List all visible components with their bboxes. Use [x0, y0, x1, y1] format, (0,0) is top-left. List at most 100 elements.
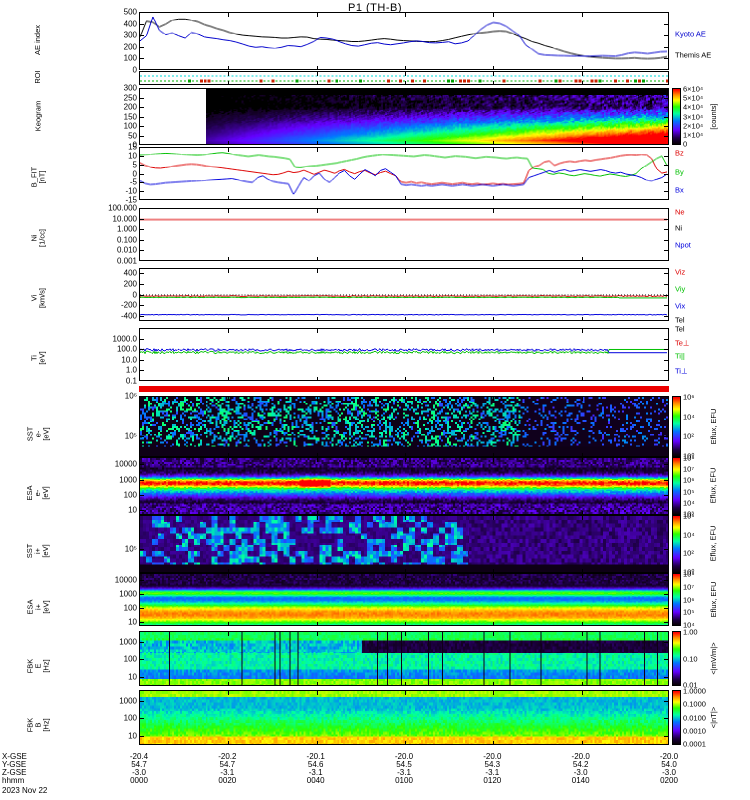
x-tick-mark [317, 269, 318, 273]
x-tick-mark [493, 397, 494, 401]
x-tick-mark [582, 377, 583, 380]
colorbar-gradient [673, 516, 680, 572]
series-label-tel: Tel [675, 324, 685, 334]
y-tick-mark [139, 260, 144, 261]
x-tick-mark [493, 257, 494, 260]
x-axis-value: -3.1 [397, 768, 411, 777]
y-tick-mark [664, 659, 669, 661]
panel-ni [139, 208, 669, 261]
series-label-viy: Viy [675, 284, 686, 294]
series-label-tel: Tel [675, 315, 685, 325]
y-tick-mark [139, 436, 144, 438]
colorbar-tick-label: 10⁶ [683, 511, 695, 521]
y-tick-mark [139, 380, 144, 381]
y-tick-mark [139, 239, 144, 241]
x-tick-mark [317, 511, 318, 514]
x-tick-mark [317, 329, 318, 333]
x-tick-mark [317, 148, 318, 152]
y-tick-label: 200 [123, 102, 137, 112]
plot-canvas-b-fit [140, 148, 668, 199]
x-axis-row-label-hhmm: hhmm [2, 776, 25, 785]
colorbar-tick-label: 0.0010 [683, 726, 706, 736]
y-tick-label: 1000 [119, 637, 137, 647]
y-tick-mark [664, 97, 669, 99]
y-tick-mark [139, 294, 144, 296]
colorbar-tick-label: 1.00 [683, 627, 698, 637]
x-tick-mark [228, 458, 229, 462]
x-tick-mark [405, 632, 406, 636]
plot-canvas-fbk-e [140, 632, 668, 685]
x-axis-value: 54.2 [572, 760, 589, 769]
y-tick-label: 0 [132, 169, 137, 178]
x-tick-mark [317, 257, 318, 260]
y-tick-label: 0 [132, 65, 137, 75]
x-tick-mark [493, 622, 494, 625]
y-tick-mark [139, 164, 144, 166]
x-tick-mark [405, 377, 406, 380]
x-axis-row-label-x-gse: X-GSE [2, 752, 27, 761]
y-tick-mark [139, 283, 144, 285]
x-tick-mark [228, 574, 229, 578]
x-tick-mark [405, 458, 406, 462]
y-tick-mark [664, 273, 669, 275]
y-tick-mark [664, 338, 669, 340]
x-tick-mark [317, 66, 318, 69]
plot-canvas-ni [140, 209, 668, 260]
y-tick-mark [664, 46, 669, 48]
colorbar-tick-label: 10⁵ [683, 607, 695, 617]
y-tick-mark [139, 464, 144, 466]
colorbar-tick-label: 0.1000 [683, 699, 706, 709]
y-tick-mark [139, 315, 144, 317]
y-tick-mark [139, 218, 144, 220]
series-label-ti: Ti|| [675, 351, 685, 361]
x-tick-mark [582, 269, 583, 273]
x-tick-mark [228, 622, 229, 625]
x-tick-mark [405, 89, 406, 93]
x-tick-mark [317, 141, 318, 144]
y-tick-mark [139, 182, 144, 184]
x-tick-mark [582, 89, 583, 93]
colorbar-tick-label: 0.10 [683, 654, 698, 663]
colorbar-fbk-e [672, 631, 681, 686]
y-tick-mark [139, 208, 144, 209]
panel-esa-ion [139, 573, 669, 626]
y-tick-label: -200 [120, 300, 137, 310]
colorbar-tick-label: 10⁰ [683, 567, 695, 577]
colorbar-tick-label: 10⁴ [683, 620, 695, 630]
y-tick-mark [139, 58, 144, 60]
x-tick-mark [228, 397, 229, 401]
y-tick-mark [664, 126, 669, 127]
y-tick-label: 100.0 [116, 344, 137, 354]
x-tick-mark [228, 72, 229, 76]
y-tick-label: 100 [123, 603, 137, 613]
x-tick-mark [582, 632, 583, 636]
x-tick-mark [493, 13, 494, 17]
y-tick-mark [664, 173, 669, 175]
time-tick-label: 0040 [306, 776, 325, 785]
y-tick-mark [139, 12, 144, 13]
y-tick-label: 1.0 [125, 365, 137, 375]
y-tick-mark [139, 155, 144, 157]
y-tick-mark [139, 191, 144, 193]
colorbar-tick-label: 6×10⁴ [683, 84, 704, 94]
y-tick-label: 10 [128, 617, 137, 627]
x-tick-mark [493, 209, 494, 213]
y-tick-mark [139, 23, 144, 25]
y-tick-label: 100 [123, 121, 137, 131]
date-label: 2023 Nov 22 [2, 786, 48, 795]
x-tick-mark [317, 622, 318, 625]
colorbar-tick-label: 10⁷ [683, 464, 695, 474]
series-label-ne: Ne [675, 207, 685, 217]
colorbar-tick-label: 10² [683, 431, 694, 441]
x-tick-mark [582, 66, 583, 69]
x-tick-mark [493, 632, 494, 636]
x-tick-mark [582, 72, 583, 76]
x-tick-mark [228, 329, 229, 333]
colorbar-tick-label: 1.0000 [683, 686, 706, 696]
y-tick-label: 100 [123, 713, 137, 723]
plot-canvas-ae-index [140, 13, 668, 69]
x-tick-mark [317, 682, 318, 685]
y-tick-mark [664, 579, 669, 581]
x-tick-mark [493, 569, 494, 572]
x-tick-mark [405, 257, 406, 260]
